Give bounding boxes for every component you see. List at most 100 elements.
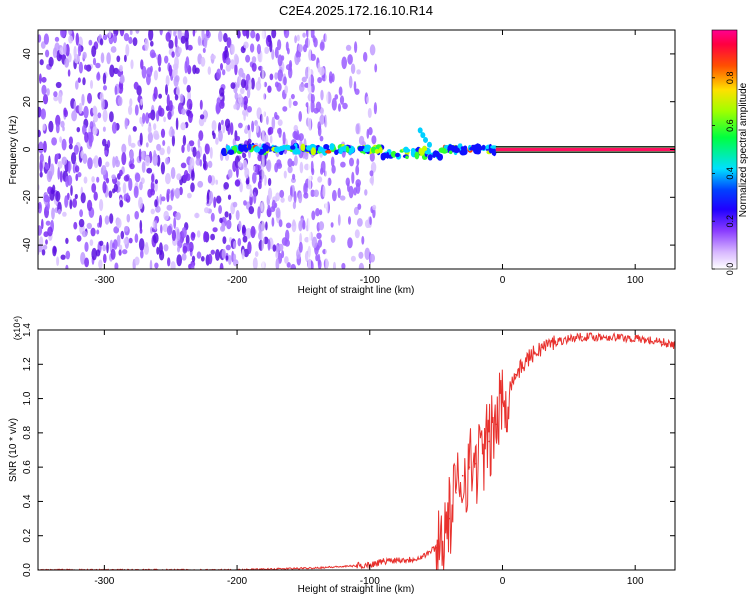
spectrogram-cell: [218, 205, 223, 214]
spectrogram-cell: [316, 232, 322, 239]
spectrogram-cell: [82, 153, 88, 164]
spectrogram-cell: [292, 173, 296, 180]
spectrogram-cell: [91, 183, 97, 193]
spectrogram-cell: [182, 76, 188, 85]
spectrogram-cell: [283, 30, 290, 39]
spectrogram-cell: [267, 239, 271, 251]
spectrogram-cell: [320, 107, 324, 116]
spectrogram-cell: [57, 209, 62, 215]
spectrogram-cell: [141, 66, 147, 79]
spectrogram-cell: [190, 264, 195, 269]
spectrogram-cell: [296, 56, 301, 63]
spectrogram-cell: [153, 232, 159, 244]
spectrogram-cell: [179, 93, 184, 104]
spectrogram-cell: [283, 170, 287, 179]
spectrogram-y-tick-label: -20: [22, 190, 33, 205]
spectrogram-cell: [60, 120, 65, 128]
spectrogram-cell: [245, 227, 252, 239]
spectrogram-cell: [311, 236, 318, 249]
spectrogram-cell: [287, 195, 292, 202]
spectrogram-cell: [197, 35, 202, 46]
spectrogram-cell: [135, 30, 140, 34]
spectrogram-cell: [199, 114, 205, 120]
spectrogram-cell: [109, 64, 115, 78]
spectrogram-cell: [60, 254, 66, 260]
spectrogram-cell: [176, 228, 180, 235]
spectrogram-cell: [85, 64, 92, 72]
spectrogram-cell: [293, 124, 299, 132]
spectrogram-cell: [124, 225, 129, 232]
spectrogram-cell: [337, 187, 341, 199]
spectrogram-cell: [54, 36, 60, 42]
spectrogram-cell: [181, 144, 185, 154]
spectrogram-cell: [269, 39, 273, 53]
spectrogram-cell: [210, 233, 216, 241]
spectrogram-cell: [374, 63, 378, 73]
spectrogram-cell: [99, 199, 104, 211]
spectrogram-cell: [277, 54, 283, 67]
spectrogram-cell: [112, 33, 117, 44]
spectrogram-cell: [290, 93, 295, 100]
spectrogram-cell: [90, 227, 96, 237]
spectrogram-cell: [215, 101, 221, 115]
spectrogram-cell: [238, 75, 242, 86]
colorbar-tick-label: 0.8: [725, 72, 735, 85]
spectrogram-cell: [73, 221, 78, 230]
spectrogram-cell: [134, 233, 139, 243]
spectrogram-cell: [104, 215, 110, 225]
spectrogram-cell: [69, 199, 73, 210]
colorbar-label: Normalized spectral amplitude: [738, 82, 749, 217]
spectrogram-cell: [438, 147, 446, 153]
spectrogram-cell: [338, 103, 341, 112]
spectrogram-cell: [255, 123, 259, 133]
spectrogram-cell: [242, 72, 246, 80]
spectrogram-cell: [363, 51, 368, 62]
spectrogram-cell: [44, 163, 50, 170]
spectrogram-cell: [165, 105, 170, 112]
spectrogram-cell: [81, 230, 88, 238]
spectrogram-cell: [290, 263, 297, 269]
spectrogram-cell: [102, 181, 107, 194]
spectrogram-cell: [255, 163, 258, 176]
spectrogram-cell: [292, 219, 296, 227]
spectrogram-cell: [364, 144, 371, 150]
spectrogram-cell: [110, 248, 116, 260]
spectrogram-cell: [286, 262, 291, 268]
spectrogram-cell: [42, 123, 46, 131]
spectrogram-cell: [138, 148, 142, 162]
spectrogram-cell: [122, 182, 127, 194]
spectrogram-cell: [123, 175, 130, 182]
snr-point: [514, 373, 517, 376]
spectrogram-cell: [423, 136, 429, 143]
spectrogram-cell: [338, 86, 343, 96]
spectrogram-cell: [247, 241, 252, 254]
spectrogram-cell: [330, 156, 335, 168]
spectrogram-cell: [310, 53, 316, 62]
spectrogram-cell: [133, 185, 139, 199]
spectrogram-cell: [255, 32, 260, 42]
spectrogram-cell: [128, 134, 132, 147]
spectrogram-cell: [103, 85, 107, 91]
spectrogram-cell: [210, 212, 215, 222]
snr-point: [568, 337, 570, 340]
spectrogram-cell: [140, 249, 144, 259]
snr-x-tick-label: -100: [360, 576, 380, 587]
spectrogram-cell: [218, 30, 223, 42]
snr-multiplier-label: (x10⁴): [12, 316, 22, 340]
spectrogram-cell: [197, 180, 204, 188]
spectrogram-cell: [196, 230, 201, 238]
snr-point: [408, 558, 411, 561]
spectrogram-cell: [128, 105, 133, 116]
spectrogram-cell: [269, 135, 273, 144]
spectrogram-cell: [238, 122, 243, 129]
spectrogram-cell: [202, 153, 207, 164]
snr-point: [528, 356, 530, 359]
spectrogram-cell: [278, 219, 283, 228]
spectrogram-cell: [350, 63, 356, 75]
spectrogram-cell: [271, 217, 275, 227]
spectrogram-cell: [227, 149, 235, 155]
spectrogram-cell: [163, 116, 167, 123]
spectrogram-cell: [284, 85, 289, 95]
spectrogram-cell: [420, 132, 426, 139]
spectrogram-cell: [294, 35, 297, 44]
